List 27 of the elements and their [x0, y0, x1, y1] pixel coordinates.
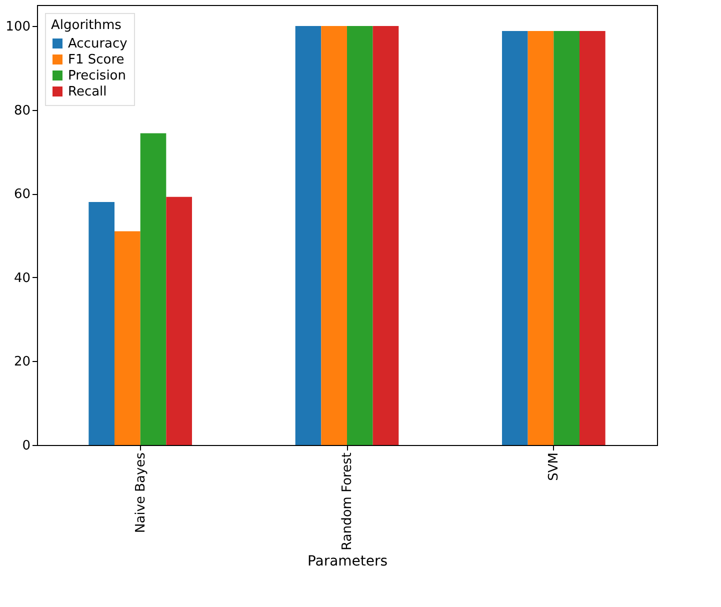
legend-label: Precision [68, 68, 126, 84]
y-tick-label: 80 [14, 103, 30, 118]
x-tick-label: Naive Bayes [133, 452, 148, 533]
bar [295, 26, 322, 445]
bar [347, 26, 373, 445]
y-tick-label: 0 [22, 438, 30, 454]
y-tick-label: 100 [6, 19, 30, 34]
legend-label: F1 Score [68, 52, 124, 68]
legend-label: Recall [68, 84, 107, 100]
bar [88, 202, 114, 445]
x-tick-label: SVM [546, 452, 562, 481]
bar [502, 30, 528, 445]
bar [321, 26, 347, 445]
x-axis-title: Parameters [307, 553, 388, 570]
bar [580, 30, 606, 445]
legend-title: Algorithms [51, 18, 122, 33]
bar [166, 196, 192, 445]
y-tick-label: 40 [14, 270, 30, 286]
bar [554, 30, 580, 445]
bar [528, 30, 554, 445]
bar [114, 231, 140, 445]
x-tick-label: Random Forest [340, 452, 355, 550]
bar [372, 26, 399, 445]
bar [140, 133, 166, 445]
y-tick-label: 20 [14, 354, 30, 370]
y-tick-label: 60 [14, 187, 30, 202]
legend-label: Accuracy [68, 36, 128, 52]
